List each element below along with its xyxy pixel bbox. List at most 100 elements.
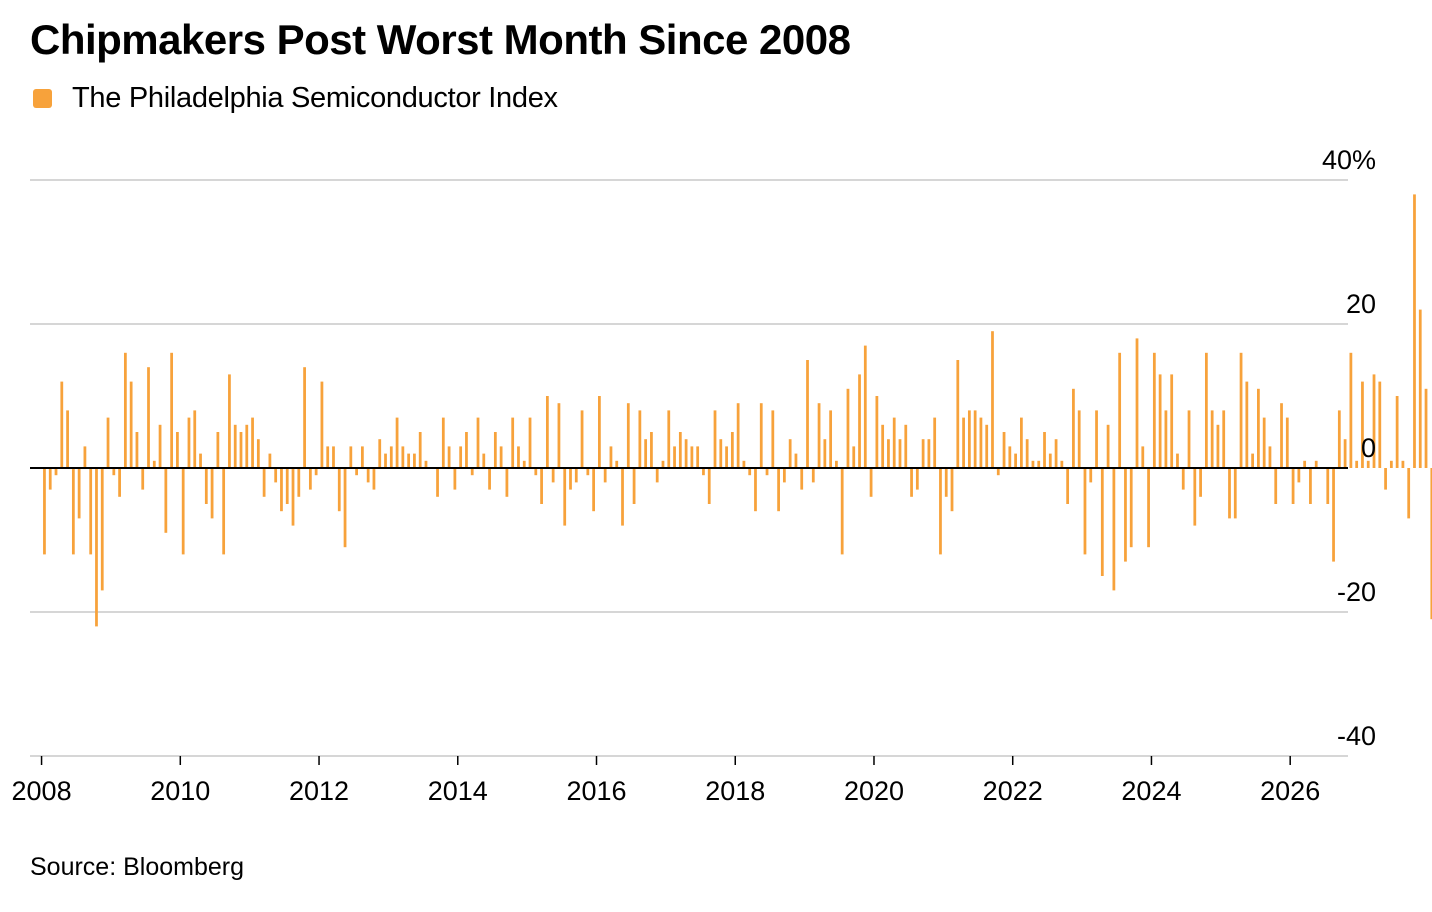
- bar: [962, 417, 965, 468]
- bar: [996, 468, 1000, 476]
- legend-swatch: [33, 89, 52, 108]
- x-tick-label: 2014: [428, 776, 488, 806]
- y-tick-label: -40: [1337, 721, 1376, 751]
- bar: [1251, 453, 1254, 468]
- bar: [291, 468, 295, 526]
- bar: [534, 468, 538, 476]
- bar: [43, 468, 46, 555]
- bar: [361, 446, 364, 468]
- bar: [95, 468, 98, 627]
- bar: [644, 439, 648, 468]
- bar: [378, 439, 382, 468]
- bar: [991, 331, 994, 468]
- bar: [1413, 194, 1416, 468]
- bar: [418, 432, 422, 468]
- x-tick-label: 2010: [150, 776, 210, 806]
- bar: [1372, 374, 1376, 468]
- bar: [1187, 410, 1191, 468]
- bar: [1095, 410, 1098, 468]
- bar: [875, 396, 879, 468]
- bar: [349, 446, 353, 468]
- bar: [551, 468, 555, 483]
- bar: [800, 468, 804, 490]
- bar: [1222, 410, 1226, 468]
- bar: [852, 446, 856, 468]
- bar: [1141, 446, 1145, 468]
- bar: [326, 446, 330, 468]
- bar: [1285, 417, 1289, 468]
- legend-label: The Philadelphia Semiconductor Index: [72, 82, 558, 114]
- bar: [1008, 446, 1012, 468]
- bar: [181, 468, 185, 555]
- bar: [574, 468, 578, 483]
- bar: [915, 468, 919, 490]
- bar: [77, 468, 81, 519]
- source-note: Source: Bloomberg: [30, 853, 245, 881]
- chart-title: Chipmakers Post Worst Month Since 2008: [30, 16, 851, 63]
- bar: [499, 446, 503, 468]
- bar: [817, 403, 821, 468]
- bar: [343, 468, 347, 548]
- bar: [441, 417, 445, 468]
- bar: [840, 468, 844, 555]
- bar: [459, 446, 463, 468]
- bar: [887, 439, 890, 468]
- bar: [355, 468, 358, 476]
- y-tick-label: 20: [1346, 289, 1376, 319]
- bar: [788, 439, 792, 468]
- bar: [1193, 468, 1197, 526]
- bar: [170, 352, 174, 468]
- bar: [655, 468, 659, 483]
- bar: [858, 374, 861, 468]
- bar: [517, 446, 520, 468]
- bar: [1204, 352, 1208, 468]
- bar: [1326, 468, 1330, 504]
- bar: [436, 468, 439, 497]
- bar: [1112, 468, 1116, 591]
- bar: [1314, 460, 1318, 468]
- bar: [129, 381, 133, 468]
- bar: [898, 439, 902, 468]
- bar: [1031, 460, 1035, 468]
- bar: [1297, 468, 1301, 483]
- bar: [869, 468, 873, 497]
- bar: [384, 453, 387, 468]
- bar: [1303, 460, 1307, 468]
- bar: [626, 403, 630, 468]
- bar: [794, 453, 798, 468]
- bar: [1164, 410, 1168, 468]
- bar: [1210, 410, 1214, 468]
- bar: [829, 410, 833, 468]
- bar: [222, 468, 226, 555]
- bar: [719, 439, 723, 468]
- bar: [1014, 453, 1017, 468]
- bar: [823, 439, 827, 468]
- bar: [239, 432, 243, 468]
- bar: [765, 468, 769, 476]
- bar: [100, 468, 104, 591]
- bar: [696, 446, 700, 468]
- bar: [1418, 309, 1422, 468]
- bar: [488, 468, 491, 490]
- bar: [268, 453, 272, 468]
- bar: [308, 468, 312, 490]
- bar: [372, 468, 376, 490]
- bar: [1239, 352, 1243, 468]
- bar: [164, 468, 168, 533]
- bar: [748, 468, 752, 476]
- bar: [158, 424, 162, 468]
- bar: [1268, 446, 1272, 468]
- bar: [707, 468, 711, 504]
- bar: [933, 417, 937, 468]
- bar: [204, 468, 208, 504]
- bar: [1054, 439, 1058, 468]
- bar: [956, 360, 960, 468]
- bar: [1170, 374, 1174, 468]
- axes: [30, 467, 1348, 765]
- bar: [1355, 460, 1359, 468]
- bar: [233, 424, 237, 468]
- bar: [736, 403, 740, 468]
- bar: [777, 468, 780, 512]
- bar: [967, 410, 971, 468]
- x-tick-label: 2016: [566, 776, 626, 806]
